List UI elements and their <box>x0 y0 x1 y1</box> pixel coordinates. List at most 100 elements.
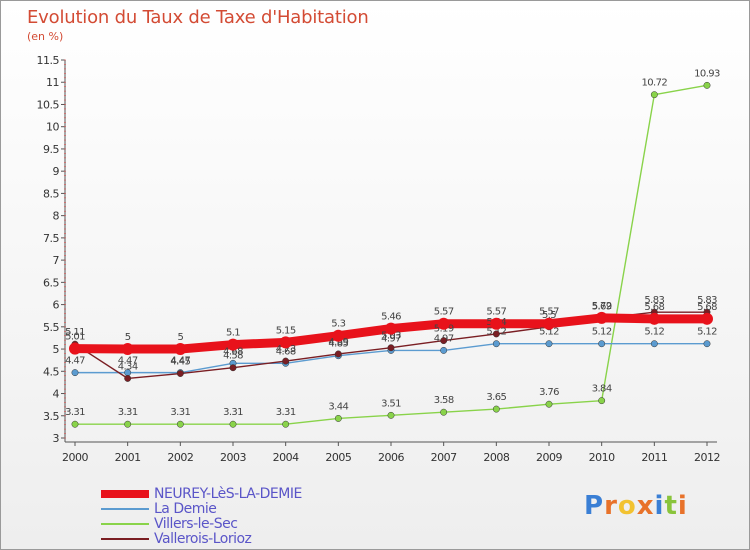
data-label-0: 5.68 <box>644 302 664 313</box>
y-tick-label: 4 <box>53 388 60 401</box>
data-label-0: 5.57 <box>434 307 454 318</box>
series-point-0 <box>701 312 713 325</box>
data-label-0: 5.72 <box>592 301 612 312</box>
x-tick-label: 2002 <box>167 451 193 464</box>
y-tick-label: 7.5 <box>43 232 59 245</box>
series-point-1 <box>492 340 500 348</box>
x-tick-label: 2003 <box>220 451 246 464</box>
data-label-0: 5.15 <box>276 325 296 336</box>
series-point-0 <box>595 311 608 324</box>
y-tick-label: 3 <box>53 432 60 445</box>
series-point-1 <box>650 340 658 348</box>
x-tick-label: 2010 <box>589 451 615 464</box>
y-tick-label: 9.5 <box>43 143 59 156</box>
logo-letter: i <box>677 491 688 521</box>
series-point-3 <box>229 364 237 372</box>
series-point-2 <box>650 91 658 99</box>
series-point-1 <box>703 340 711 348</box>
logo-letter: x <box>636 491 655 521</box>
data-label-1: 4.47 <box>170 356 190 367</box>
x-tick-label: 2008 <box>483 451 509 464</box>
data-label-2: 3.84 <box>592 384 612 395</box>
y-tick-label: 7 <box>53 254 60 267</box>
data-label-3: 4.34 <box>118 361 138 372</box>
data-label-3: 4.45 <box>170 357 190 368</box>
chart-title: Evolution du Taux de Taxe d'Habitation <box>27 7 369 28</box>
x-tick-label: 2012 <box>694 451 720 464</box>
data-label-2: 3.65 <box>486 392 506 403</box>
data-label-2: 3.44 <box>328 401 348 412</box>
data-label-3: 5.69 <box>592 301 612 312</box>
legend-swatch-la-demie <box>101 508 149 510</box>
series-point-0 <box>490 317 503 330</box>
series-point-2 <box>598 397 606 405</box>
series-point-2 <box>282 420 290 428</box>
data-label-0: 5.1 <box>226 328 240 339</box>
y-tick-label: 10.5 <box>37 98 60 111</box>
x-tick-label: 2009 <box>536 451 562 464</box>
data-label-2: 3.31 <box>276 407 296 418</box>
data-label-3: 5.11 <box>65 327 85 338</box>
x-tick-label: 2000 <box>62 451 88 464</box>
data-label-3: 4.58 <box>223 351 243 362</box>
series-point-3 <box>176 370 184 377</box>
y-tick-label: 8.5 <box>43 187 59 200</box>
data-label-0: 5 <box>125 332 131 343</box>
logo-letter: r <box>604 491 618 521</box>
data-label-2: 3.31 <box>65 407 85 418</box>
y-tick-label: 5.5 <box>43 321 59 334</box>
series-point-0 <box>174 343 187 356</box>
legend-swatch-vallerois <box>101 538 149 540</box>
y-tick-label: 8 <box>53 210 60 223</box>
y-tick-label: 6 <box>53 299 60 312</box>
legend-item-villers: Villers-le-Sec <box>101 517 361 531</box>
data-label-1: 4.68 <box>223 346 243 357</box>
series-point-0 <box>543 317 555 330</box>
y-tick-label: 4.5 <box>43 365 59 378</box>
data-label-1: 4.68 <box>276 346 296 357</box>
series-point-1 <box>545 340 553 348</box>
x-tick-label: 2005 <box>325 451 351 464</box>
data-label-0: 5.68 <box>697 302 717 313</box>
series-point-2 <box>703 81 711 89</box>
data-label-3: 5.03 <box>381 331 401 342</box>
data-label-0: 5.57 <box>539 307 559 318</box>
data-label-1: 4.47 <box>65 356 85 367</box>
data-label-1: 4.97 <box>381 333 401 344</box>
series-point-0 <box>385 322 397 335</box>
logo-letter: i <box>654 491 665 521</box>
x-tick-label: 2004 <box>273 451 299 464</box>
y-tick-label: 11 <box>46 76 59 89</box>
logo-letter: t <box>664 491 678 521</box>
data-label-1: 5.12 <box>644 327 664 338</box>
data-label-0: 5 <box>177 332 183 343</box>
legend-item-neurey: NEUREY-LèS-LA-DEMIE <box>101 487 361 501</box>
data-label-0: 5.46 <box>381 312 401 323</box>
data-label-2: 3.51 <box>381 398 401 409</box>
data-label-3: 5.83 <box>697 295 717 306</box>
series-point-2 <box>492 405 500 413</box>
series-point-3 <box>334 350 342 358</box>
data-label-1: 4.47 <box>118 356 138 367</box>
series-point-2 <box>387 411 395 419</box>
y-tick-label: 6.5 <box>43 276 59 289</box>
series-point-2 <box>440 408 448 416</box>
series-point-0 <box>279 336 292 349</box>
series-point-0 <box>332 329 345 342</box>
series-point-0 <box>227 338 239 351</box>
x-tick-label: 2011 <box>641 451 667 464</box>
series-point-2 <box>545 400 553 408</box>
series-point-2 <box>71 420 79 428</box>
y-tick-label: 10 <box>46 121 59 134</box>
legend-item-vallerois: Vallerois-Lorioz <box>101 532 361 546</box>
series-point-2 <box>229 420 237 428</box>
legend-swatch-neurey <box>101 490 149 498</box>
series-point-1 <box>71 369 79 377</box>
data-label-1: 4.85 <box>328 339 348 350</box>
y-tick-label: 9 <box>53 165 60 178</box>
chart-subtitle: (en %) <box>27 30 64 43</box>
legend-label-neurey: NEUREY-LèS-LA-DEMIE <box>154 486 302 502</box>
legend-label-vallerois: Vallerois-Lorioz <box>154 531 252 547</box>
